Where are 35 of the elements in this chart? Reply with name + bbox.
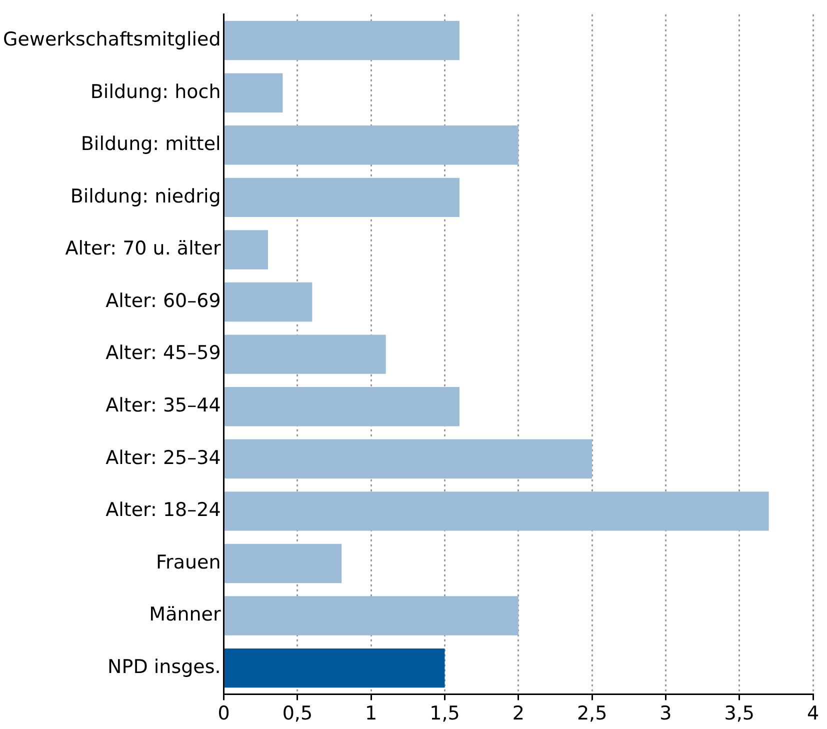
y-tick-label: Frauen — [156, 551, 221, 574]
y-tick-label: Bildung: hoch — [90, 80, 221, 103]
y-tick-label: Bildung: niedrig — [70, 185, 221, 208]
x-tick-label: 3,5 — [724, 702, 754, 725]
x-tick-label: 4 — [806, 702, 820, 725]
x-tick-label: 1,5 — [430, 702, 460, 725]
bar — [224, 492, 769, 531]
bar — [224, 282, 312, 322]
bar — [224, 544, 342, 584]
y-tick-label: Alter: 60–69 — [106, 290, 221, 312]
x-tick-label: 2 — [512, 702, 524, 725]
y-tick-label: Alter: 18–24 — [106, 499, 221, 522]
bar — [224, 386, 460, 426]
x-tick-label: 0,5 — [282, 702, 313, 725]
bar — [224, 648, 445, 688]
x-tick-label: 0 — [218, 702, 230, 725]
bar — [224, 73, 283, 112]
y-tick-label: Alter: 35–44 — [106, 394, 221, 417]
x-tick-label: 3 — [660, 702, 672, 725]
bar — [224, 596, 518, 636]
y-tick-label: Männer — [149, 604, 221, 626]
y-tick-label: NPD insges. — [108, 656, 221, 678]
y-tick-label: Alter: 70 u. älter — [65, 238, 221, 260]
bar — [224, 178, 460, 218]
y-tick-label: Bildung: mittel — [80, 133, 221, 156]
bar — [224, 20, 460, 60]
bar — [224, 230, 268, 270]
bar — [224, 126, 518, 165]
y-tick-label: Alter: 25–34 — [106, 446, 221, 469]
y-tick-label: Alter: 45–59 — [106, 342, 221, 364]
y-tick-label: Gewerkschaftsmitglied — [3, 28, 221, 50]
x-tick-label: 2,5 — [576, 702, 608, 725]
x-tick-label: 1 — [365, 702, 378, 725]
bar — [224, 334, 386, 374]
bar — [224, 439, 592, 478]
